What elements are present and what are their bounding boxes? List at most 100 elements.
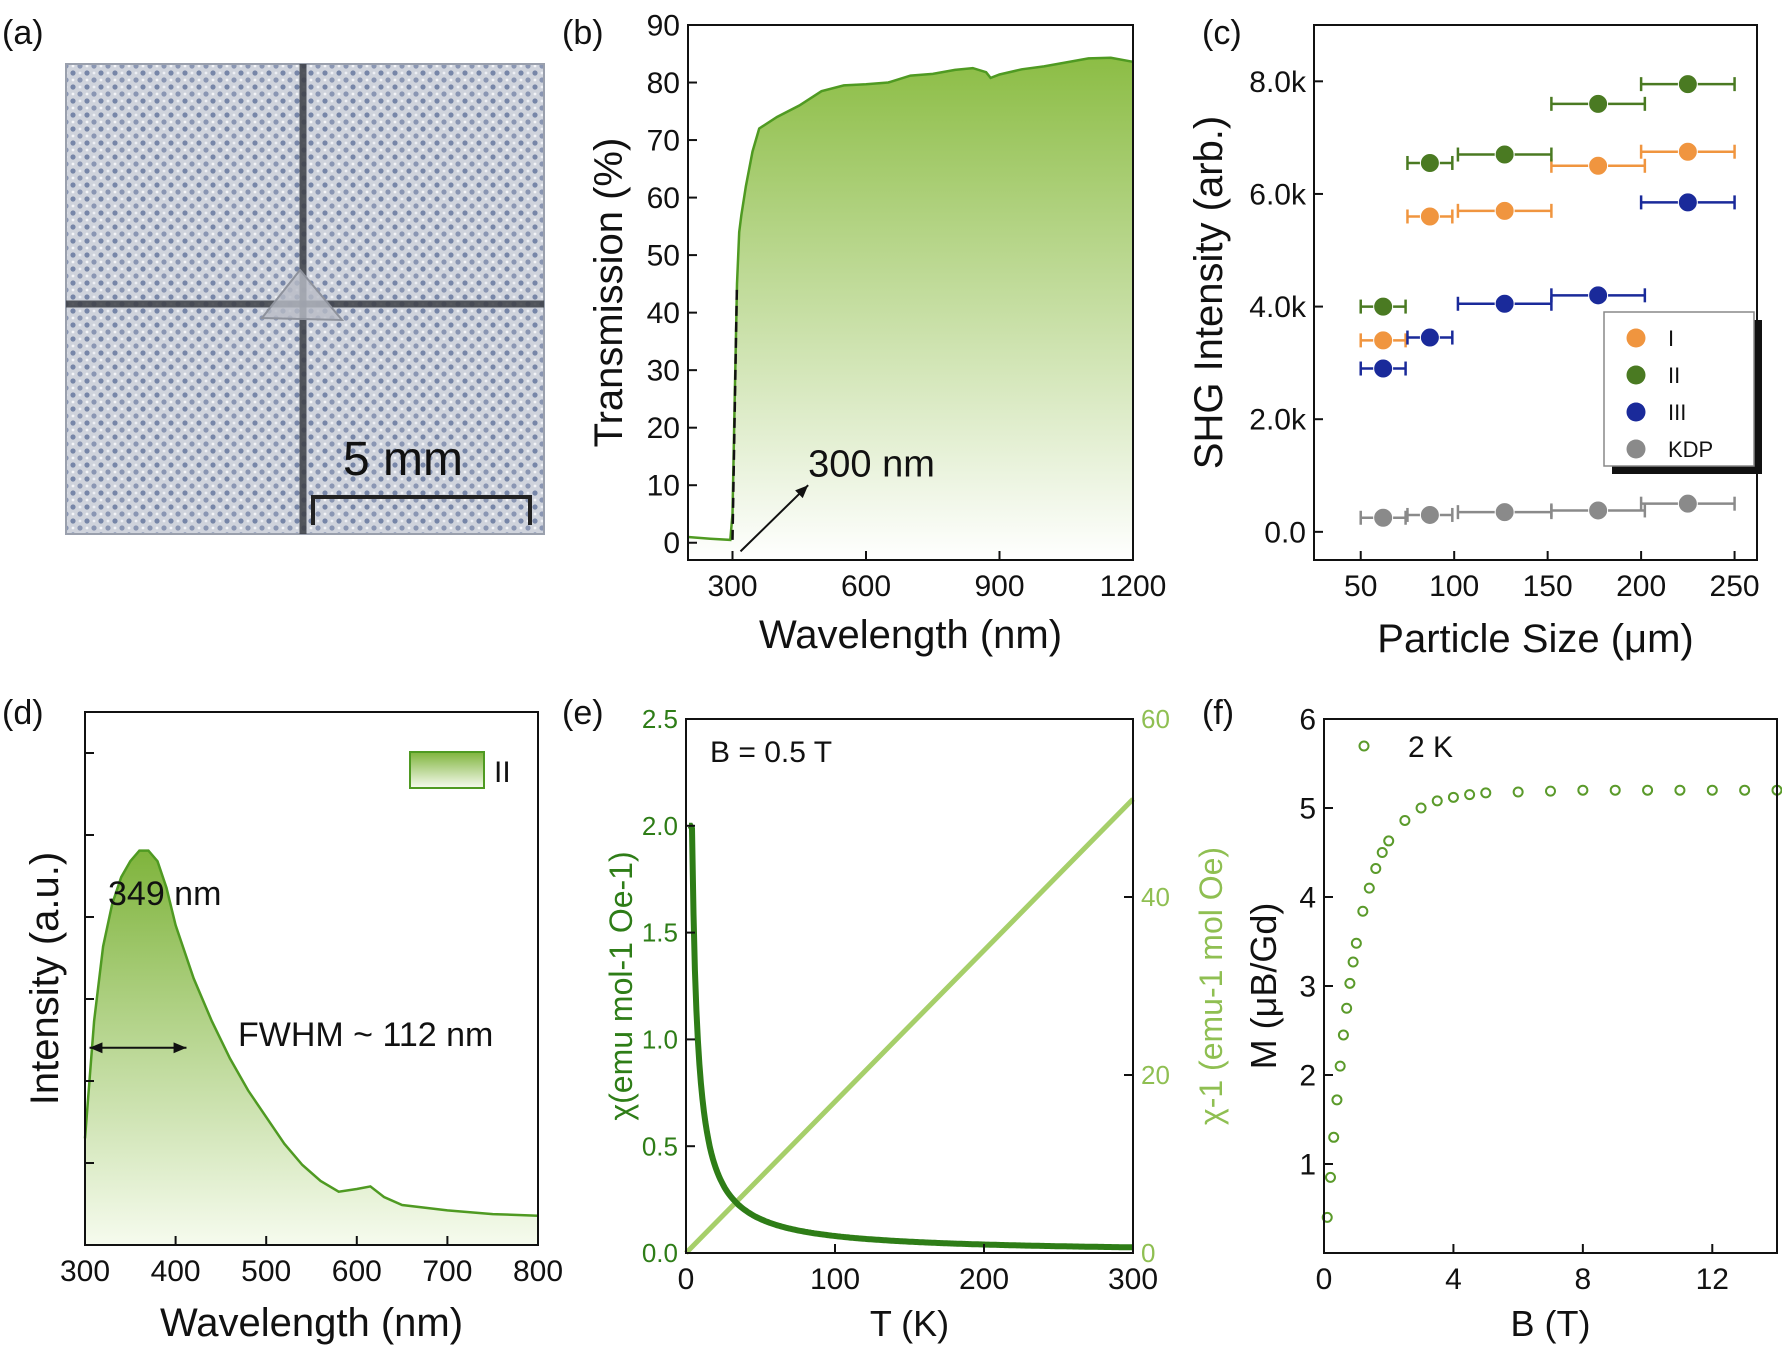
panel-a: (a) 5 mm: [2, 14, 545, 535]
legend-label: III: [1668, 400, 1686, 425]
b-ytick-label: 80: [647, 67, 680, 100]
magnetization-points: [1321, 784, 1782, 1223]
panel-d-xlabel: Wavelength (nm): [160, 1301, 463, 1345]
c-xtick-label: 50: [1344, 570, 1377, 603]
data-point: [1447, 791, 1459, 803]
data-point: [1334, 1060, 1346, 1072]
f-xtick-label: 12: [1696, 1263, 1729, 1296]
e-ytick-label: 2.5: [642, 704, 678, 734]
transmission-curve: [687, 56, 1134, 542]
f-ytick-label: 2: [1299, 1060, 1316, 1093]
data-point: [1370, 863, 1382, 875]
e-ytick-label: 2.0: [642, 811, 678, 841]
plot-frame: [84, 711, 539, 1246]
d-xtick-label: 600: [332, 1255, 382, 1288]
data-point: [1415, 802, 1427, 814]
scale-bar-label: 5 mm: [343, 433, 463, 486]
data-point: [1494, 502, 1515, 523]
data-point: [1321, 1211, 1333, 1223]
data-point: [1363, 882, 1375, 894]
c-ytick-label: 2.0k: [1249, 404, 1307, 437]
data-point: [1674, 784, 1686, 796]
d-xtick-label: 400: [151, 1255, 201, 1288]
data-point: [1431, 795, 1443, 807]
e-xtick-label: 100: [810, 1263, 860, 1296]
data-point: [1609, 784, 1621, 796]
fwhm-arrowhead-right: [173, 1042, 187, 1054]
panel-e-ylabel: χ(emu mol-1 Oe-1): [603, 851, 639, 1120]
crystal: [259, 268, 345, 322]
c-ytick-label: 0.0: [1264, 516, 1306, 549]
data-point: [1677, 74, 1698, 95]
data-point: [1344, 977, 1356, 989]
c-xtick-label: 150: [1523, 570, 1573, 603]
panel-d: (d) 300 400 500 600 700 800 II 349 nm FWHM ~ …: [2, 694, 563, 1345]
b-ytick-label: 10: [647, 470, 680, 503]
field-label: B = 0.5 T: [710, 736, 832, 769]
e2-ytick-label: 40: [1141, 882, 1170, 912]
panel-d-label: (d): [2, 694, 44, 732]
b-ytick-label: 30: [647, 355, 680, 388]
data-point: [1577, 784, 1589, 796]
f-ytick-label: 3: [1299, 971, 1316, 1004]
data-point: [1373, 358, 1394, 379]
e-ytick-label: 0.0: [642, 1238, 678, 1268]
c-xtick-label: 250: [1710, 570, 1760, 603]
plot-frame: [685, 718, 1134, 1254]
legend-label: II: [1668, 363, 1680, 388]
data-point: [1677, 141, 1698, 162]
panel-f-xlabel: B (T): [1511, 1303, 1591, 1344]
d-xtick-label: 800: [513, 1255, 563, 1288]
e-ytick-label: 1.0: [642, 1025, 678, 1055]
cutoff-label: 300 nm: [808, 444, 935, 486]
panel-c-axes: 50 100 150 200 250 0.0 2.0k 4.0k 6.0k 8.0k: [1249, 24, 1760, 603]
b-xtick-label: 900: [974, 570, 1024, 603]
legend-marker: [1626, 439, 1646, 459]
panel-b-ylabel: Transmission (%): [587, 138, 631, 448]
f-ytick-label: 5: [1299, 793, 1316, 826]
legend-label: I: [1668, 326, 1674, 351]
c-ytick-label: 8.0k: [1249, 66, 1307, 99]
e-xtick-label: 300: [1108, 1263, 1158, 1296]
data-point: [1373, 296, 1394, 317]
d-xtick-label: 500: [241, 1255, 291, 1288]
cutoff-arrowhead: [795, 485, 809, 499]
data-point: [1588, 155, 1609, 176]
data-point: [1545, 785, 1556, 797]
transmission-area: [688, 57, 1133, 561]
c-ytick-label: 4.0k: [1249, 291, 1307, 324]
data-point: [1357, 905, 1369, 917]
data-point: [1324, 1171, 1336, 1183]
data-point: [1373, 507, 1394, 528]
data-point: [1642, 784, 1654, 796]
b-ytick-label: 40: [647, 297, 680, 330]
data-point: [1677, 493, 1698, 514]
c-xtick-label: 100: [1429, 570, 1479, 603]
panel-e-y2label: χ-1 (emu-1 mol Oe): [1193, 847, 1229, 1125]
data-point: [1399, 814, 1411, 826]
data-point: [1588, 285, 1609, 306]
legend-label-ii: II: [494, 756, 511, 789]
legend-marker: [1626, 328, 1646, 348]
f-xtick-label: 8: [1575, 1263, 1592, 1296]
panel-b-xlabel: Wavelength (nm): [759, 613, 1062, 657]
scale-bar: [311, 495, 532, 525]
data-point: [1376, 847, 1388, 858]
data-point: [1331, 1094, 1343, 1106]
plot-frame: [1323, 718, 1778, 1254]
f-ytick-label: 1: [1299, 1149, 1316, 1182]
legend-swatch-ii: [409, 751, 485, 789]
panel-e-label: (e): [562, 694, 604, 732]
c-ytick-label: 6.0k: [1249, 178, 1307, 211]
b-ytick-label: 50: [647, 240, 680, 273]
emission-area: [85, 850, 538, 1245]
e2-ytick-label: 0: [1141, 1238, 1155, 1268]
panel-b: (b) 300 600 900 1200 0 10 20 30 40 50 60 70 80 90 300…: [562, 10, 1166, 658]
b-ytick-label: 90: [647, 10, 680, 43]
data-point: [1494, 144, 1515, 165]
panel-d-axes: 300 400 500 600 700 800: [60, 711, 563, 1288]
